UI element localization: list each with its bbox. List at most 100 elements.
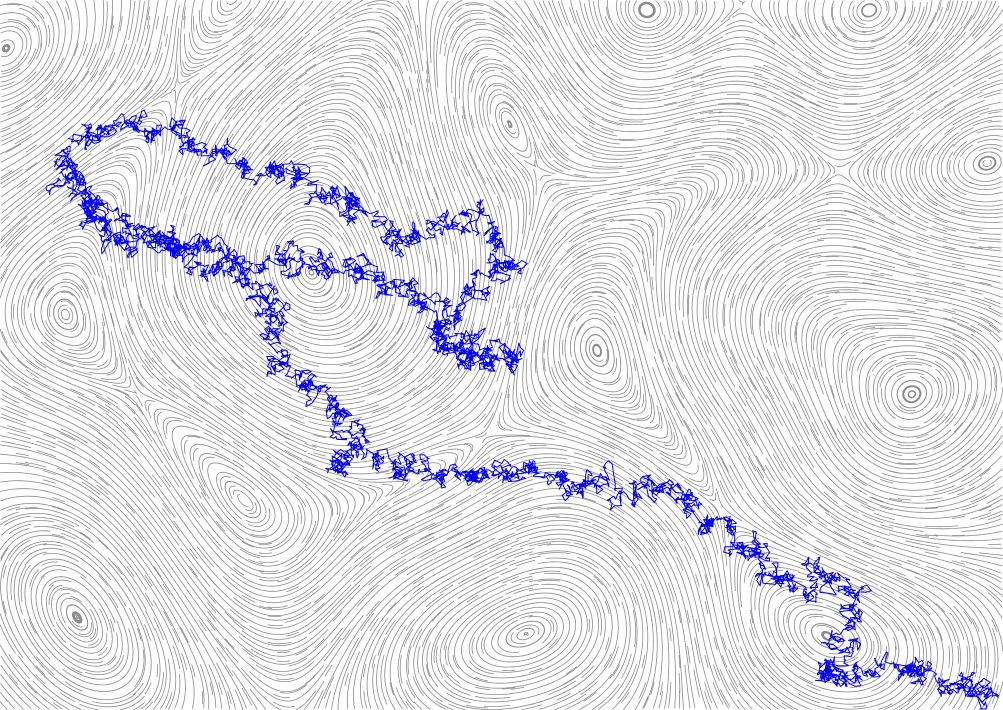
- streamline: [433, 504, 452, 515]
- streamline: [413, 585, 425, 594]
- streamline: [216, 646, 228, 662]
- streamline: [975, 645, 978, 668]
- streamline: [97, 405, 110, 414]
- streamline: [948, 31, 967, 51]
- streamline: [35, 575, 118, 667]
- streamline: [534, 348, 537, 374]
- streamline: [916, 594, 928, 603]
- streamline: [387, 460, 407, 468]
- streamline: [284, 187, 305, 199]
- streamline: [843, 93, 860, 95]
- streamline: [656, 468, 667, 477]
- streamline: [397, 1, 408, 17]
- streamline: [341, 566, 352, 577]
- streamline: [269, 539, 289, 551]
- streamline: [645, 202, 672, 224]
- streamline: [141, 121, 161, 130]
- streamline: [700, 154, 735, 164]
- streamline: [229, 609, 248, 624]
- streamline: [692, 36, 779, 56]
- streamline: [283, 52, 300, 66]
- streamline: [541, 142, 552, 158]
- streamline: [358, 404, 380, 412]
- streamline: [358, 332, 370, 342]
- streamline: [509, 555, 541, 566]
- streamline: [438, 448, 464, 461]
- streamline: [0, 664, 41, 710]
- streamline: [40, 569, 67, 579]
- streamline: [984, 645, 987, 668]
- streamline: [972, 1, 982, 20]
- streamline: [881, 411, 1003, 479]
- streamline: [286, 586, 299, 593]
- streamline: [633, 0, 662, 23]
- streamline: [136, 313, 144, 328]
- streamline: [313, 452, 326, 457]
- streamline: [763, 267, 814, 343]
- streamline: [232, 597, 312, 617]
- streamline: [20, 564, 31, 603]
- streamline: [426, 60, 429, 75]
- streamline: [533, 142, 540, 160]
- streamline: [378, 97, 386, 110]
- streamline: [153, 320, 164, 339]
- streamline: [239, 548, 260, 559]
- streamline: [945, 368, 955, 400]
- streamline: [407, 646, 412, 675]
- streamline: [320, 206, 334, 216]
- streamline: [64, 681, 83, 692]
- streamline: [572, 290, 607, 304]
- streamline: [944, 35, 955, 46]
- streamline: [775, 276, 931, 349]
- streamline: [907, 568, 920, 575]
- streamline: [52, 235, 65, 243]
- streamline: [963, 143, 1002, 182]
- streamline: [337, 550, 470, 710]
- streamline: [608, 432, 623, 440]
- streamline: [810, 428, 821, 447]
- streamline: [224, 480, 262, 519]
- streamline: [10, 331, 18, 344]
- streamline: [79, 576, 116, 624]
- streamline: [655, 155, 669, 160]
- streamline: [528, 541, 571, 547]
- streamline: [750, 609, 754, 624]
- streamline: [734, 541, 812, 592]
- streamline: [910, 178, 919, 193]
- streamline: [248, 126, 308, 187]
- streamline: [360, 185, 370, 204]
- streamline: [694, 257, 702, 272]
- streamline: [208, 664, 222, 709]
- streamline: [735, 102, 750, 105]
- streamline: [699, 111, 714, 115]
- streamline: [548, 131, 569, 156]
- streamline: [647, 521, 658, 532]
- streamline: [288, 512, 299, 541]
- streamline: [773, 195, 797, 214]
- streamline: [115, 388, 130, 396]
- streamline: [188, 32, 212, 55]
- streamline: [869, 343, 887, 351]
- streamline: [135, 376, 145, 388]
- streamline: [822, 0, 914, 49]
- streamline: [213, 98, 421, 379]
- streamline: [278, 53, 289, 64]
- streamline: [914, 90, 929, 100]
- streamline: [884, 0, 888, 12]
- streamline: [861, 3, 878, 18]
- streamline: [720, 251, 730, 263]
- streamline: [655, 0, 668, 27]
- streamline: [704, 682, 713, 704]
- streamline: [749, 628, 760, 653]
- streamline: [754, 92, 767, 97]
- streamline: [952, 317, 969, 324]
- streamline: [692, 232, 702, 247]
- streamline: [749, 619, 756, 639]
- streamline: [188, 248, 209, 323]
- streamline: [457, 568, 488, 585]
- streamline: [539, 381, 549, 398]
- streamline: [639, 548, 648, 560]
- streamline: [425, 303, 430, 317]
- streamline: [26, 17, 36, 29]
- streamline: [960, 115, 1003, 130]
